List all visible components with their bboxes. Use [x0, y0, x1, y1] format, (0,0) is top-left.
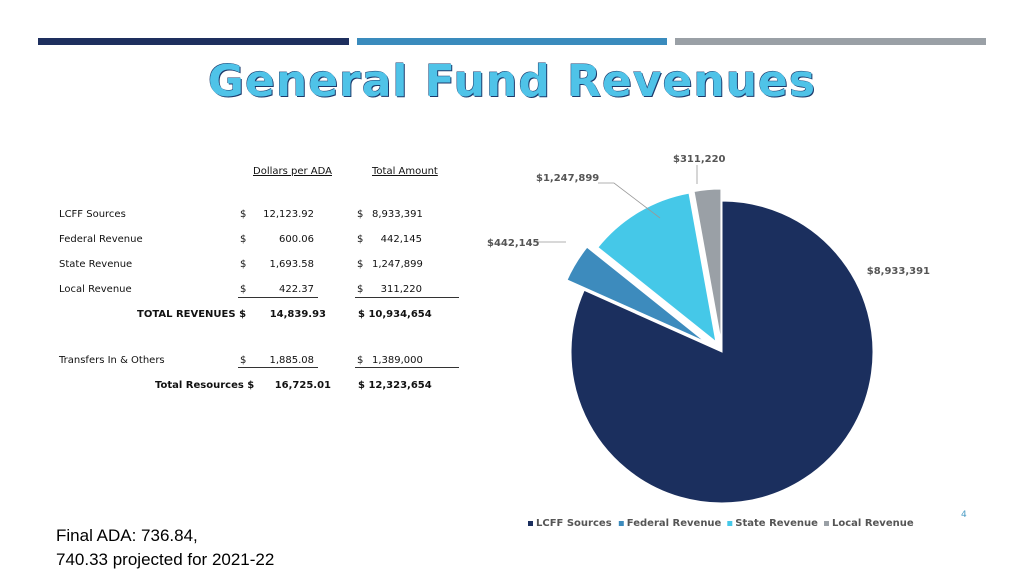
row-per-ada: 422.37 — [279, 284, 314, 295]
total-resources-total: $ 12,323,654 — [358, 380, 432, 391]
page-number: 4 — [961, 510, 967, 520]
row-total: 8,933,391 — [372, 209, 423, 220]
legend-label-lcff-sources: LCFF Sources — [536, 518, 612, 529]
pie-slice-local-revenue — [693, 188, 722, 341]
transfers-per-ada: 1,885.08 — [269, 355, 314, 366]
legend-label-state-revenue: State Revenue — [735, 518, 818, 529]
legend-swatch-state-revenue — [727, 521, 733, 526]
subtotal-underline — [355, 297, 459, 298]
row-currency: $ — [240, 209, 247, 220]
total-revenues-per-ada: 14,839.93 — [269, 309, 326, 320]
pie-slice-state-revenue — [597, 192, 717, 343]
total-revenues-total: $ 10,934,654 — [358, 309, 432, 320]
header-bar-gray — [675, 38, 986, 45]
row-total: 311,220 — [380, 284, 422, 295]
row-total: 1,247,899 — [372, 259, 423, 270]
transfers-label: Transfers In & Others — [59, 355, 165, 366]
row-currency: $ — [240, 259, 247, 270]
transfers-currency: $ — [240, 355, 247, 366]
row-currency: $ — [240, 234, 247, 245]
row-per-ada: 600.06 — [279, 234, 314, 245]
legend-swatch-lcff-sources — [528, 521, 533, 526]
total-resources-label: Total Resources $ — [155, 380, 255, 391]
row-per-ada: 1,693.58 — [269, 259, 314, 270]
legend-swatch-local-revenue — [824, 521, 829, 526]
data-label-lcff-sources: $8,933,391 — [867, 266, 930, 277]
total-revenues-label: TOTAL REVENUES $ — [137, 309, 247, 320]
row-currency: $ — [357, 259, 364, 270]
header-bar-dark — [38, 38, 349, 45]
row-label: Local Revenue — [59, 284, 132, 295]
row-total: 442,145 — [380, 234, 422, 245]
pie-slice-federal-revenue — [566, 246, 706, 343]
data-label-federal-revenue: $442,145 — [487, 238, 540, 249]
ada-note-line2: 740.33 projected for 2021-22 — [56, 550, 275, 569]
row-label: LCFF Sources — [59, 209, 126, 220]
data-label-state-revenue: $1,247,899 — [536, 173, 599, 184]
row-per-ada: 12,123.92 — [263, 209, 314, 220]
total-resources-per-ada: 16,725.01 — [274, 380, 331, 391]
subtotal-underline — [238, 297, 318, 298]
row-currency: $ — [357, 234, 364, 245]
header-bar-blue — [357, 38, 667, 45]
transfers-underline — [355, 367, 459, 368]
transfers-underline — [238, 367, 318, 368]
legend-label-federal-revenue: Federal Revenue — [627, 518, 722, 529]
header-total: Total Amount — [372, 166, 438, 177]
transfers-total: 1,389,000 — [372, 355, 423, 366]
header-per-ada: Dollars per ADA — [253, 166, 332, 177]
row-label: State Revenue — [59, 259, 133, 270]
leader-line-state-revenue — [598, 182, 661, 219]
data-label-local-revenue: $311,220 — [673, 154, 726, 165]
row-currency: $ — [240, 284, 247, 295]
row-currency: $ — [357, 284, 364, 295]
row-label: Federal Revenue — [59, 234, 143, 245]
legend-swatch-federal-revenue — [618, 521, 624, 526]
slide-title: General Fund Revenues — [207, 56, 817, 107]
pie-slice-lcff-sources — [570, 200, 874, 504]
transfers-currency: $ — [357, 355, 364, 366]
row-currency: $ — [357, 209, 364, 220]
ada-note: Final ADA: 736.84, 740.33 projected for … — [56, 524, 274, 572]
legend-label-local-revenue: Local Revenue — [832, 518, 914, 529]
ada-note-line1: Final ADA: 736.84, — [56, 526, 198, 545]
